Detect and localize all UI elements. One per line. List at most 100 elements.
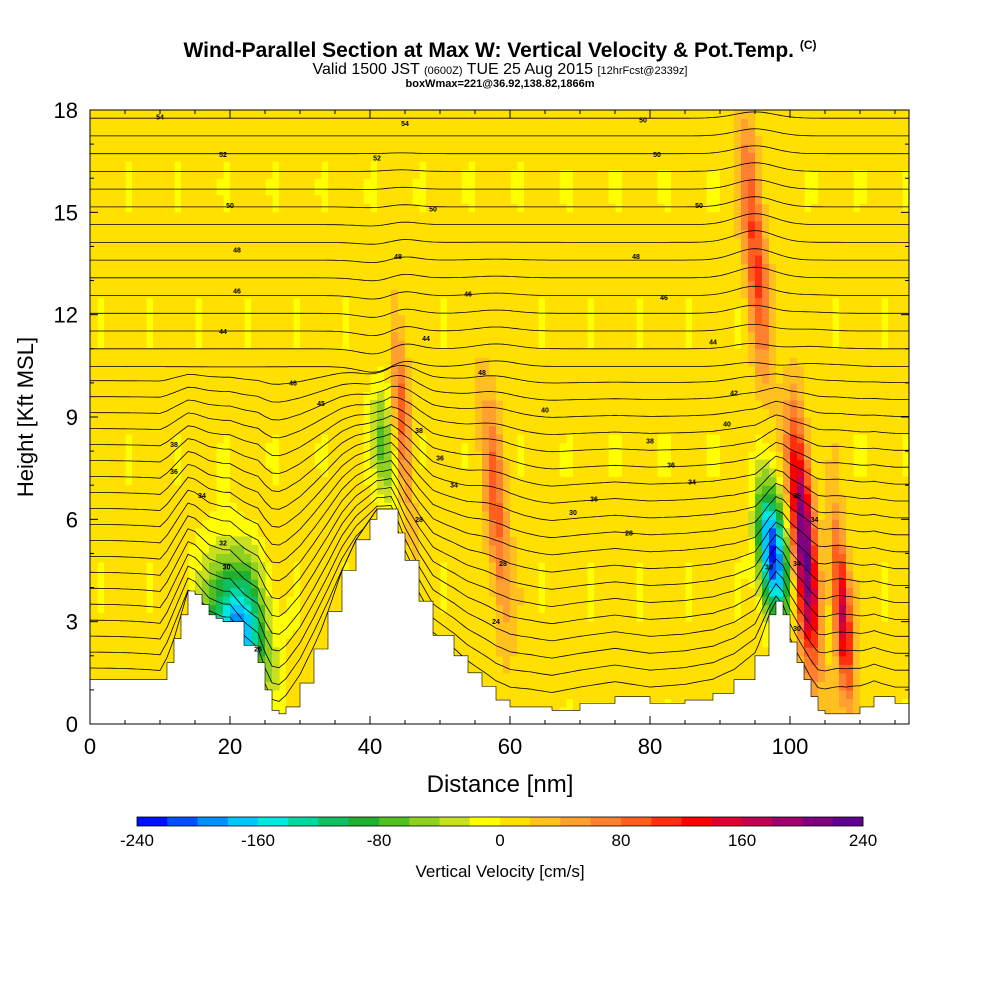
velocity-cell [90, 672, 98, 682]
velocity-cell [608, 613, 616, 623]
velocity-cell [160, 357, 168, 367]
velocity-cell [216, 417, 224, 427]
velocity-cell [265, 280, 273, 290]
velocity-cell [111, 186, 119, 196]
velocity-cell [524, 510, 532, 520]
velocity-cell [146, 664, 154, 674]
velocity-cell [531, 476, 539, 486]
velocity-cell [580, 502, 588, 512]
velocity-cell [552, 374, 560, 384]
velocity-cell [181, 399, 189, 409]
chart-title-text: Wind-Parallel Section at Max W: Vertical… [183, 39, 794, 62]
velocity-cell [580, 647, 588, 657]
velocity-cell [412, 331, 420, 341]
velocity-cell [209, 186, 217, 196]
velocity-cell [342, 459, 350, 469]
velocity-cell [97, 212, 105, 222]
velocity-cell [594, 297, 602, 307]
velocity-cell [174, 493, 182, 503]
velocity-cell [608, 246, 616, 256]
velocity-cell [363, 331, 371, 341]
velocity-cell [510, 391, 518, 401]
velocity-cell [335, 357, 343, 367]
velocity-cell [587, 417, 595, 427]
velocity-cell [251, 297, 259, 307]
forecast-info: [12hrFcst@2339z] [597, 65, 688, 77]
velocity-cell [300, 272, 308, 282]
velocity-cell [104, 587, 112, 597]
velocity-cell [132, 587, 140, 597]
velocity-cell [580, 579, 588, 589]
velocity-cell [552, 186, 560, 196]
velocity-cell [251, 169, 259, 179]
velocity-cell [608, 365, 616, 375]
velocity-cell [608, 357, 616, 367]
velocity-cell [503, 220, 511, 230]
velocity-cell [244, 562, 252, 572]
velocity-cell [405, 365, 413, 375]
velocity-cell [384, 442, 392, 452]
velocity-cell [90, 502, 98, 512]
velocity-cell [433, 562, 441, 572]
velocity-cell [601, 289, 609, 299]
velocity-cell [475, 638, 483, 648]
velocity-cell [216, 229, 224, 239]
velocity-cell [293, 536, 301, 546]
velocity-cell [132, 306, 140, 316]
velocity-cell [391, 229, 399, 239]
velocity-cell [223, 382, 231, 392]
velocity-cell [279, 220, 287, 230]
velocity-cell [153, 297, 161, 307]
velocity-cell [489, 442, 497, 452]
velocity-cell [468, 152, 476, 162]
velocity-cell [538, 434, 546, 444]
velocity-cell [202, 348, 210, 358]
velocity-cell [517, 297, 525, 307]
velocity-cell [496, 255, 504, 265]
velocity-cell [153, 127, 161, 137]
velocity-cell [321, 306, 329, 316]
velocity-cell [174, 127, 182, 137]
velocity-cell [594, 144, 602, 154]
velocity-cell [111, 442, 119, 452]
velocity-cell [153, 493, 161, 503]
velocity-cell [160, 570, 168, 580]
velocity-cell [293, 519, 301, 529]
velocity-cell [531, 178, 539, 188]
velocity-cell [146, 510, 154, 520]
velocity-cell [426, 220, 434, 230]
velocity-cell [300, 527, 308, 537]
velocity-cell [125, 331, 133, 341]
velocity-cell [153, 186, 161, 196]
velocity-cell [356, 468, 364, 478]
velocity-cell [482, 638, 490, 648]
velocity-cell [111, 340, 119, 350]
velocity-cell [524, 698, 532, 708]
velocity-cell [545, 587, 553, 597]
velocity-cell [118, 135, 126, 145]
velocity-cell [566, 144, 574, 154]
velocity-cell [426, 570, 434, 580]
velocity-cell [496, 681, 504, 691]
velocity-cell [237, 203, 245, 213]
velocity-cell [202, 570, 210, 580]
velocity-cell [524, 272, 532, 282]
velocity-cell [440, 118, 448, 128]
velocity-cell [118, 272, 126, 282]
velocity-cell [482, 621, 490, 631]
velocity-cell [244, 459, 252, 469]
velocity-cell [580, 476, 588, 486]
velocity-cell [111, 647, 119, 657]
velocity-cell [188, 314, 196, 324]
velocity-cell [524, 425, 532, 435]
velocity-cell [517, 382, 525, 392]
velocity-cell [202, 297, 210, 307]
velocity-cell [118, 459, 126, 469]
velocity-cell [608, 493, 616, 503]
velocity-cell [503, 544, 511, 554]
velocity-cell [475, 476, 483, 486]
velocity-cell [384, 365, 392, 375]
velocity-cell [181, 485, 189, 495]
velocity-cell [454, 280, 462, 290]
velocity-cell [174, 348, 182, 358]
